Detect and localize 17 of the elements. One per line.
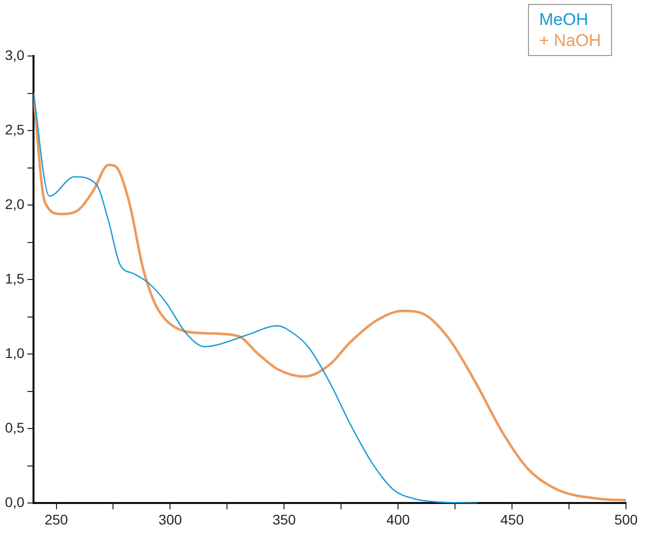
- y-tick-label: 1,5: [4, 270, 25, 286]
- y-tick-label: 2,5: [4, 121, 25, 138]
- x-tick-label: 500: [614, 511, 638, 528]
- text: MeOH: [539, 9, 590, 30]
- y-tick-label: 2,0: [4, 196, 25, 212]
- line-series: [33, 92, 479, 504]
- y-tick-label: 1,0: [4, 344, 25, 361]
- x-tick-label: 400: [386, 511, 410, 528]
- y-tick-label: 0,0: [4, 494, 25, 510]
- y-tick-label: 0,5: [4, 420, 25, 436]
- line-series: [33, 92, 626, 502]
- x-tick-label: 450: [500, 511, 524, 528]
- x-tick-label: 350: [272, 511, 296, 528]
- x-tick-label: 300: [158, 511, 182, 528]
- y-tick-label: 3,0: [4, 46, 25, 63]
- x-tick-label: 250: [44, 511, 68, 528]
- text: + NaOH: [539, 30, 601, 51]
